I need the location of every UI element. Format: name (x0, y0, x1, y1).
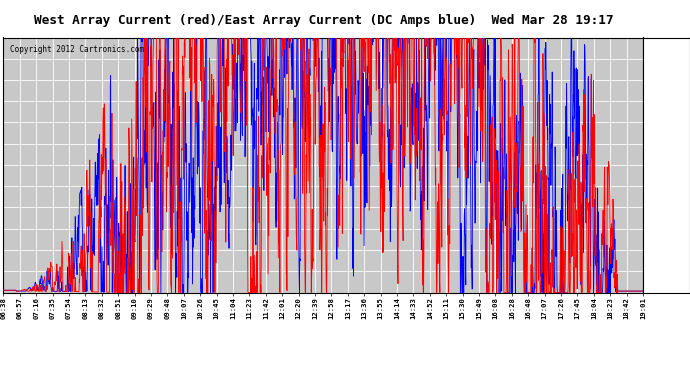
Text: Copyright 2012 Cartronics.com: Copyright 2012 Cartronics.com (10, 45, 144, 54)
Text: West Array Current (red)/East Array Current (DC Amps blue)  Wed Mar 28 19:17: West Array Current (red)/East Array Curr… (34, 14, 613, 27)
